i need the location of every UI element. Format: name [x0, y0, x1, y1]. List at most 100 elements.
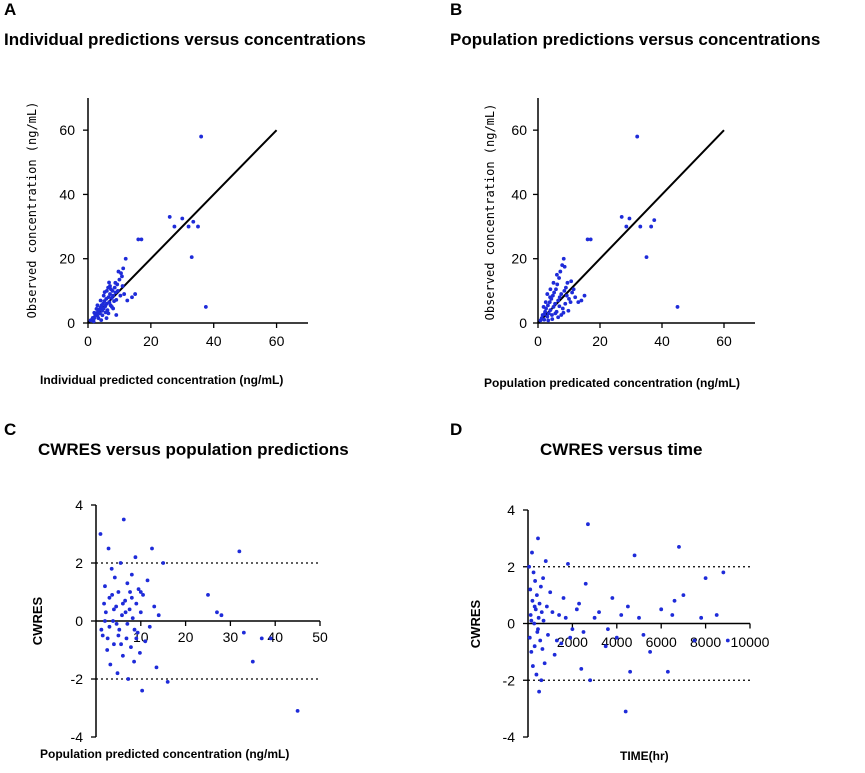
- chart-c-data-point: [127, 607, 132, 612]
- chart-c-data-point: [115, 671, 120, 676]
- chart-c-data-point: [116, 633, 121, 638]
- chart-c-data-point: [103, 610, 108, 615]
- chart-a-data-point: [106, 295, 111, 300]
- chart-d-data-point: [632, 553, 637, 558]
- chart-d-data-point: [665, 669, 670, 674]
- chart-a-data-point: [118, 293, 123, 298]
- chart-c-data-point: [103, 619, 107, 623]
- chart-c-data-point: [112, 575, 117, 580]
- chart-c-data-point: [130, 616, 135, 620]
- chart-c-x-tick-label: 50: [312, 629, 328, 645]
- chart-d-data-point: [606, 627, 610, 632]
- chart-a-data-point: [100, 313, 105, 318]
- chart-d-data-point: [534, 672, 539, 677]
- chart-b-x-tick-label: 0: [534, 333, 542, 349]
- chart-d-data-point: [541, 618, 546, 623]
- chart-c-data-point: [120, 653, 125, 658]
- chart-b-data-point: [644, 255, 649, 260]
- chart-b-data-point: [555, 282, 560, 287]
- chart-c-data-point: [215, 610, 219, 615]
- chart-a-data-point: [123, 256, 128, 261]
- chart-b-data-point: [635, 134, 640, 139]
- chart-d-data-point: [528, 613, 533, 617]
- chart-b-data-point: [542, 312, 547, 316]
- chart-c-data-point: [132, 627, 137, 632]
- chart-d-data-point: [568, 635, 573, 640]
- chart-c-data-point: [110, 593, 115, 597]
- chart-d-data-point: [537, 689, 541, 694]
- chart-b-data-point: [543, 300, 548, 305]
- chart-a-data-point: [92, 310, 97, 315]
- chart-c-data-point: [152, 604, 157, 609]
- chart-b-data-point: [566, 308, 571, 313]
- chart-a-data-point: [117, 277, 122, 282]
- chart-d-data-point: [610, 596, 615, 600]
- chart-a-data-point: [102, 290, 107, 295]
- chart-a-data-point: [108, 292, 112, 296]
- chart-d-data-point: [536, 536, 540, 541]
- panel-title-c: CWRES versus population predictions: [38, 440, 349, 459]
- chart-b-data-point: [541, 305, 546, 309]
- chart-c-data-point: [140, 688, 145, 693]
- chart-c-y-axis-label: CWRES: [30, 596, 45, 645]
- chart-b-data-point: [555, 272, 559, 277]
- chart-c-y-tick-label: -4: [71, 729, 84, 745]
- chart-d-data-point: [552, 652, 557, 657]
- chart-b-data-point: [546, 303, 550, 308]
- chart-d-data-point: [554, 638, 559, 643]
- chart-d-data-point: [592, 615, 597, 620]
- chart-b-data-point: [548, 295, 552, 300]
- chart-d-data-point: [533, 579, 538, 583]
- chart-d-data-point: [537, 601, 542, 606]
- chart-a-data-point: [115, 288, 120, 293]
- chart-c-data-point: [295, 709, 300, 713]
- chart-c-data-point: [103, 584, 107, 589]
- chart-c-data-point: [133, 555, 138, 560]
- chart-c-data-point: [138, 610, 143, 615]
- chart-d-y-axis-label: CWRES: [468, 599, 483, 648]
- chart-d-data-point: [542, 661, 547, 666]
- chart-a-data-point: [95, 303, 100, 308]
- chart-d-y-tick-label: 2: [507, 559, 515, 575]
- chart-d-data-point: [534, 593, 539, 598]
- chart-a-data-point: [107, 280, 111, 285]
- chart-d-data-point: [581, 630, 586, 634]
- chart-d-data-point: [603, 644, 608, 649]
- chart-b-data-point: [571, 287, 576, 292]
- chart-d-data-point: [614, 635, 619, 640]
- chart-d-data-point: [583, 581, 588, 586]
- x-axis-label-c: Population predicted concentration (ng/m…: [40, 747, 290, 761]
- chart-a-data-point: [114, 313, 119, 317]
- chart-b-data-point: [624, 224, 629, 229]
- chart-d-y-tick-label: 0: [507, 616, 515, 632]
- chart-a-data-point: [189, 255, 194, 260]
- chart-a-data-point: [111, 293, 116, 298]
- chart-d-y-tick-label: -2: [503, 672, 516, 688]
- chart-d-data-point: [535, 630, 540, 634]
- chart-d-data-point: [681, 593, 686, 598]
- chart-c-data-point: [259, 636, 264, 641]
- chart-d-data-point: [677, 544, 681, 549]
- chart-d-data-point: [714, 613, 719, 617]
- panel-letter-b: B: [450, 0, 463, 19]
- chart-c-data-point: [114, 622, 119, 626]
- chart-a-data-point: [122, 292, 127, 296]
- chart-b-data-point: [560, 306, 565, 311]
- chart-c-data-point: [119, 642, 123, 647]
- chart-b-y-tick-label: 20: [511, 251, 527, 267]
- chart-d-data-point: [528, 587, 533, 592]
- chart-b-data-point: [564, 293, 569, 298]
- chart-d-data-point: [699, 615, 704, 620]
- chart-a-data-point: [112, 285, 117, 290]
- chart-a-data-point: [114, 297, 119, 302]
- chart-a-data-point: [136, 237, 141, 242]
- chart-a-data-point: [133, 292, 138, 296]
- chart-d-data-point: [577, 601, 581, 606]
- chart-a-data-point: [98, 298, 103, 303]
- chart-b-data-point: [558, 269, 563, 274]
- chart-b-data-point: [542, 317, 547, 322]
- chart-a-x-tick-label: 40: [206, 333, 222, 349]
- chart-b-data-point: [548, 287, 553, 292]
- panel-letter-a: A: [4, 0, 17, 19]
- chart-d-data-point: [529, 649, 534, 654]
